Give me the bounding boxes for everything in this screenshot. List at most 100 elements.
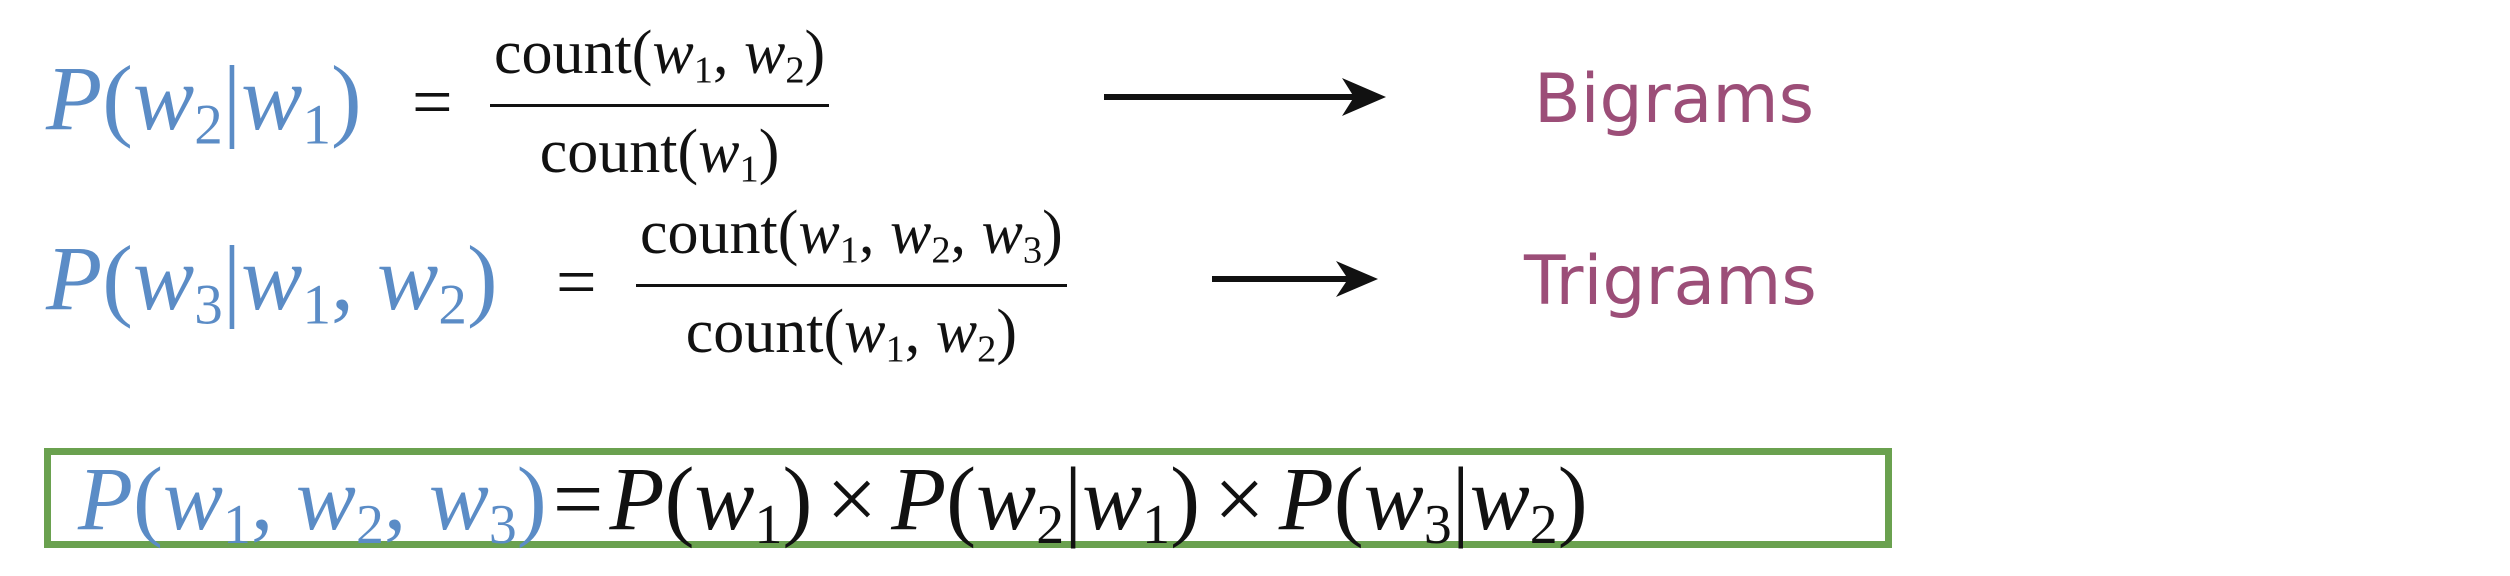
symbol-p: P [78, 450, 133, 549]
var-w: w [1363, 450, 1424, 549]
var-w: w [844, 298, 886, 367]
chain-term-2: P(w2|w1) [891, 450, 1201, 553]
trigram-equals: = [556, 242, 597, 322]
bigram-equals: = [412, 62, 453, 142]
subscript: 1 [302, 93, 332, 157]
bigram-denominator: count(w1) [490, 121, 829, 189]
paren-close: ) [1557, 450, 1588, 549]
var-w: w [428, 450, 489, 549]
comma: , [904, 298, 936, 367]
paren-close: ) [516, 450, 547, 549]
var-w: w [132, 47, 195, 149]
var-w: w [981, 199, 1023, 267]
bigram-numerator: count(w1, w2) [490, 22, 829, 90]
chain-rule-lhs: P(w1, w2, w3) [78, 450, 547, 553]
var-w: w [241, 47, 303, 149]
paren-close: ) [804, 19, 826, 87]
subscript: 1 [693, 49, 713, 92]
subscript: 2 [931, 229, 951, 272]
comma: , [331, 227, 378, 329]
var-w: w [132, 227, 195, 329]
fraction-bar [636, 284, 1067, 288]
var-w: w [698, 118, 740, 187]
var-w: w [935, 298, 978, 367]
symbol-p: P [46, 47, 103, 149]
count-fn: count( [539, 118, 699, 187]
var-w: w [241, 227, 303, 329]
var-w: w [377, 227, 439, 329]
var-w: w [694, 450, 755, 549]
bigrams-label: Bigrams [1534, 60, 1815, 139]
paren-close: ) [1042, 199, 1063, 267]
paren-open: ( [946, 450, 977, 549]
subscript: 2 [194, 93, 223, 157]
paren-close: ) [996, 298, 1017, 367]
comma: , [250, 450, 296, 549]
symbol-p: P [1278, 450, 1334, 549]
paren-close: ) [331, 47, 362, 149]
comma: , [712, 19, 744, 87]
bigram-lhs: P(w2|w1) [46, 52, 362, 153]
count-fn: count( [685, 298, 845, 367]
comma: , [950, 199, 982, 267]
subscript: 2 [1036, 493, 1065, 556]
paren-open: ( [664, 450, 695, 549]
paren-open: ( [102, 227, 133, 329]
var-w: w [976, 450, 1037, 549]
count-fn: count( [494, 19, 653, 87]
right-arrow-icon [1104, 78, 1386, 116]
var-w: w [798, 199, 840, 267]
count-fn: count( [640, 199, 799, 267]
bigram-fraction: count(w1, w2) count(w1) [490, 22, 830, 189]
subscript: 3 [194, 273, 223, 337]
paren-open: ( [1333, 450, 1364, 549]
times-sign: × [826, 450, 878, 549]
symbol-p: P [46, 227, 103, 329]
subscript: 1 [1142, 493, 1171, 556]
paren-open: ( [102, 47, 133, 149]
equals-sign: = [552, 450, 604, 549]
var-w: w [743, 19, 786, 87]
subscript: 3 [1423, 493, 1452, 556]
subscript: 2 [785, 49, 805, 92]
subscript: 1 [739, 148, 759, 191]
symbol-p: P [609, 450, 665, 549]
subscript: 1 [839, 229, 859, 272]
subscript: 2 [438, 273, 467, 337]
right-arrow-icon [1212, 261, 1378, 297]
var-w: w [162, 450, 223, 549]
chain-rule-box [44, 448, 1892, 548]
paren-close: ) [466, 227, 498, 329]
subscript: 3 [488, 493, 517, 556]
var-w: w [889, 199, 932, 267]
var-w: w [1082, 450, 1143, 549]
subscript: 1 [754, 493, 783, 556]
trigrams-label: Trigrams [1524, 242, 1817, 321]
trigram-denominator: count(w1, w2) [636, 301, 1067, 369]
given-bar: | [1451, 450, 1470, 549]
times-sign: × [1214, 450, 1265, 549]
trigram-fraction: count(w1, w2, w3) count(w1, w2) [636, 202, 1067, 369]
given-bar: | [222, 227, 242, 329]
paren-open: ( [132, 450, 163, 549]
fraction-bar [490, 104, 830, 108]
symbol-p: P [891, 450, 947, 549]
var-w: w [652, 19, 694, 87]
subscript: 1 [223, 493, 251, 556]
paren-close: ) [758, 118, 780, 187]
given-bar: | [222, 47, 242, 149]
trigram-lhs: P(w3|w1, w2) [46, 232, 498, 333]
subscript: 2 [355, 493, 384, 556]
var-w: w [295, 450, 356, 549]
var-w: w [1469, 450, 1530, 549]
subscript: 1 [302, 273, 332, 337]
chain-rule-equation: P(w1, w2, w3)=P(w1) × P(w2|w1) × P(w3|w2) [78, 455, 1588, 554]
subscript: 2 [977, 328, 997, 371]
paren-close: ) [1170, 450, 1201, 549]
subscript: 1 [885, 328, 905, 371]
chain-term-1: P(w1) [609, 450, 813, 553]
trigram-numerator: count(w1, w2, w3) [636, 202, 1067, 270]
subscript: 2 [1529, 493, 1558, 556]
comma: , [383, 450, 429, 549]
